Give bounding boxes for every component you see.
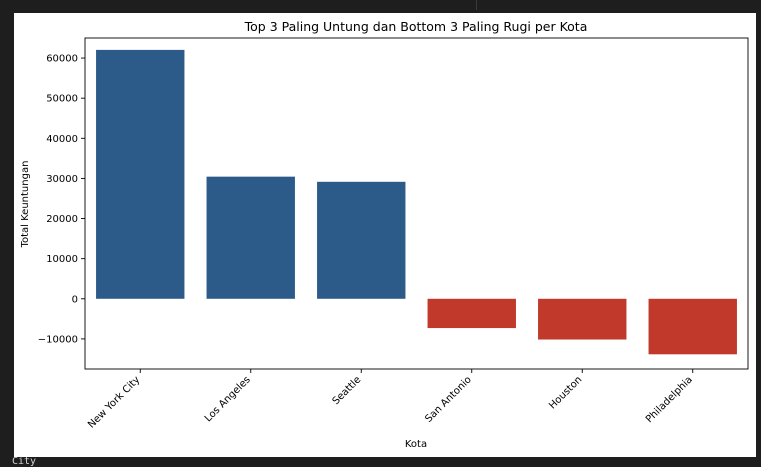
x-axis: New York City Los Angeles Seattle San Anton…	[86, 369, 695, 431]
x-tick-label: San Antonio	[423, 374, 474, 425]
y-tick-label: 0	[72, 294, 78, 305]
bar-3	[427, 298, 516, 329]
bar-1	[206, 176, 295, 299]
x-tick-label: New York City	[86, 374, 142, 430]
y-tick-label: 10000	[46, 254, 78, 265]
chart-figure: Top 3 Paling Untung dan Bottom 3 Paling …	[14, 13, 756, 457]
bar-5	[648, 298, 737, 355]
y-tick-label: 40000	[46, 134, 78, 145]
chart-title: Top 3 Paling Untung dan Bottom 3 Paling …	[244, 19, 588, 34]
bar-0	[96, 49, 185, 299]
notebook-top-strip	[0, 0, 761, 10]
bar-4	[538, 298, 627, 340]
plot-frame	[84, 37, 749, 370]
output-trailing-text: City	[12, 456, 37, 467]
bar-chart: Top 3 Paling Untung dan Bottom 3 Paling …	[20, 19, 749, 450]
bar-2	[317, 181, 406, 299]
y-axis-label: Total Keuntungan	[20, 161, 31, 249]
x-tick-label: Seattle	[331, 374, 364, 407]
y-tick-label: 60000	[46, 54, 78, 65]
y-tick-label: 30000	[46, 174, 78, 185]
y-tick-label: −10000	[38, 334, 78, 345]
x-tick-label: Los Angeles	[203, 374, 253, 424]
x-tick-label: Houston	[547, 374, 584, 411]
y-axis: −10000 0 10000 20000 30000 40000 50000 60000	[38, 54, 85, 345]
bars-layer	[96, 49, 737, 355]
y-tick-label: 20000	[46, 214, 78, 225]
top-strip-divider	[476, 0, 477, 10]
x-axis-label: Kota	[405, 439, 427, 450]
x-tick-label: Philadelphia	[644, 374, 695, 425]
y-tick-label: 50000	[46, 94, 78, 105]
